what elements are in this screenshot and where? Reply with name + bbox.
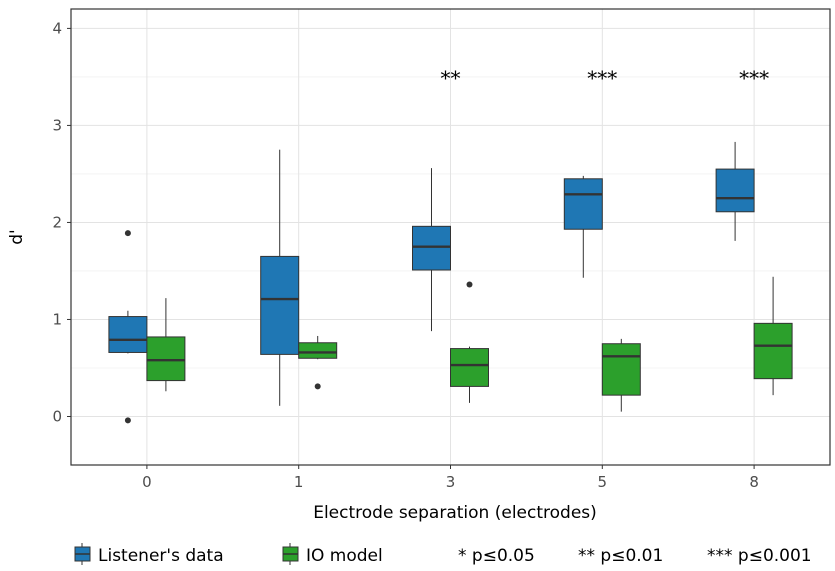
box-io-model-3	[450, 281, 489, 403]
significance-markers: ** *** ***	[441, 66, 770, 90]
box-listener-1	[260, 149, 300, 406]
y-axis-title: d'	[7, 229, 27, 244]
outlier-point	[466, 281, 473, 288]
x-axis: 0 1 3 5 8	[142, 465, 759, 491]
box-io-model-1	[298, 335, 338, 390]
box-body	[753, 322, 793, 380]
box-io-model-5	[601, 338, 641, 412]
box-listener-8	[715, 141, 755, 241]
x-tick-label: 0	[142, 473, 152, 491]
box-body	[601, 343, 641, 396]
box-listener-5	[563, 175, 603, 278]
box-body	[412, 225, 451, 271]
box-body	[450, 348, 489, 387]
y-tick-label: 0	[52, 407, 62, 425]
box-body	[108, 316, 148, 353]
significance-label: **	[441, 66, 461, 90]
legend: Listener's data IO model * p≤0.05 ** p≤0.01…	[74, 543, 812, 566]
y-tick-label: 3	[52, 116, 62, 134]
box-io-model-0	[146, 298, 186, 392]
outlier-point	[314, 383, 321, 390]
x-tick-label: 8	[749, 473, 759, 491]
significance-legend-item: *** p≤0.001	[707, 546, 812, 566]
y-tick-label: 4	[52, 19, 62, 37]
y-axis: 0 1 2 3 4	[52, 19, 71, 425]
x-axis-title: Electrode separation (electrodes)	[313, 503, 597, 523]
significance-label: ***	[739, 66, 769, 90]
box-body	[260, 255, 300, 355]
significance-legend-item: * p≤0.05	[458, 546, 535, 566]
significance-legend-item: ** p≤0.01	[578, 546, 663, 566]
box-body	[715, 168, 755, 213]
legend-label: Listener's data	[98, 546, 224, 566]
box-body	[563, 178, 603, 230]
box-body	[146, 336, 186, 382]
box-io-model-8	[753, 276, 793, 396]
box-listener-0	[108, 230, 148, 424]
x-tick-label: 3	[446, 473, 456, 491]
legend-label: IO model	[306, 546, 383, 566]
box-body	[298, 342, 338, 359]
outlier-point	[124, 230, 131, 237]
significance-label: ***	[587, 66, 617, 90]
x-tick-label: 1	[294, 473, 304, 491]
box-listener-3	[412, 168, 451, 332]
y-tick-label: 2	[52, 213, 62, 231]
boxes	[108, 141, 793, 424]
y-tick-label: 1	[52, 310, 62, 328]
x-tick-label: 5	[598, 473, 608, 491]
outlier-point	[124, 417, 131, 424]
